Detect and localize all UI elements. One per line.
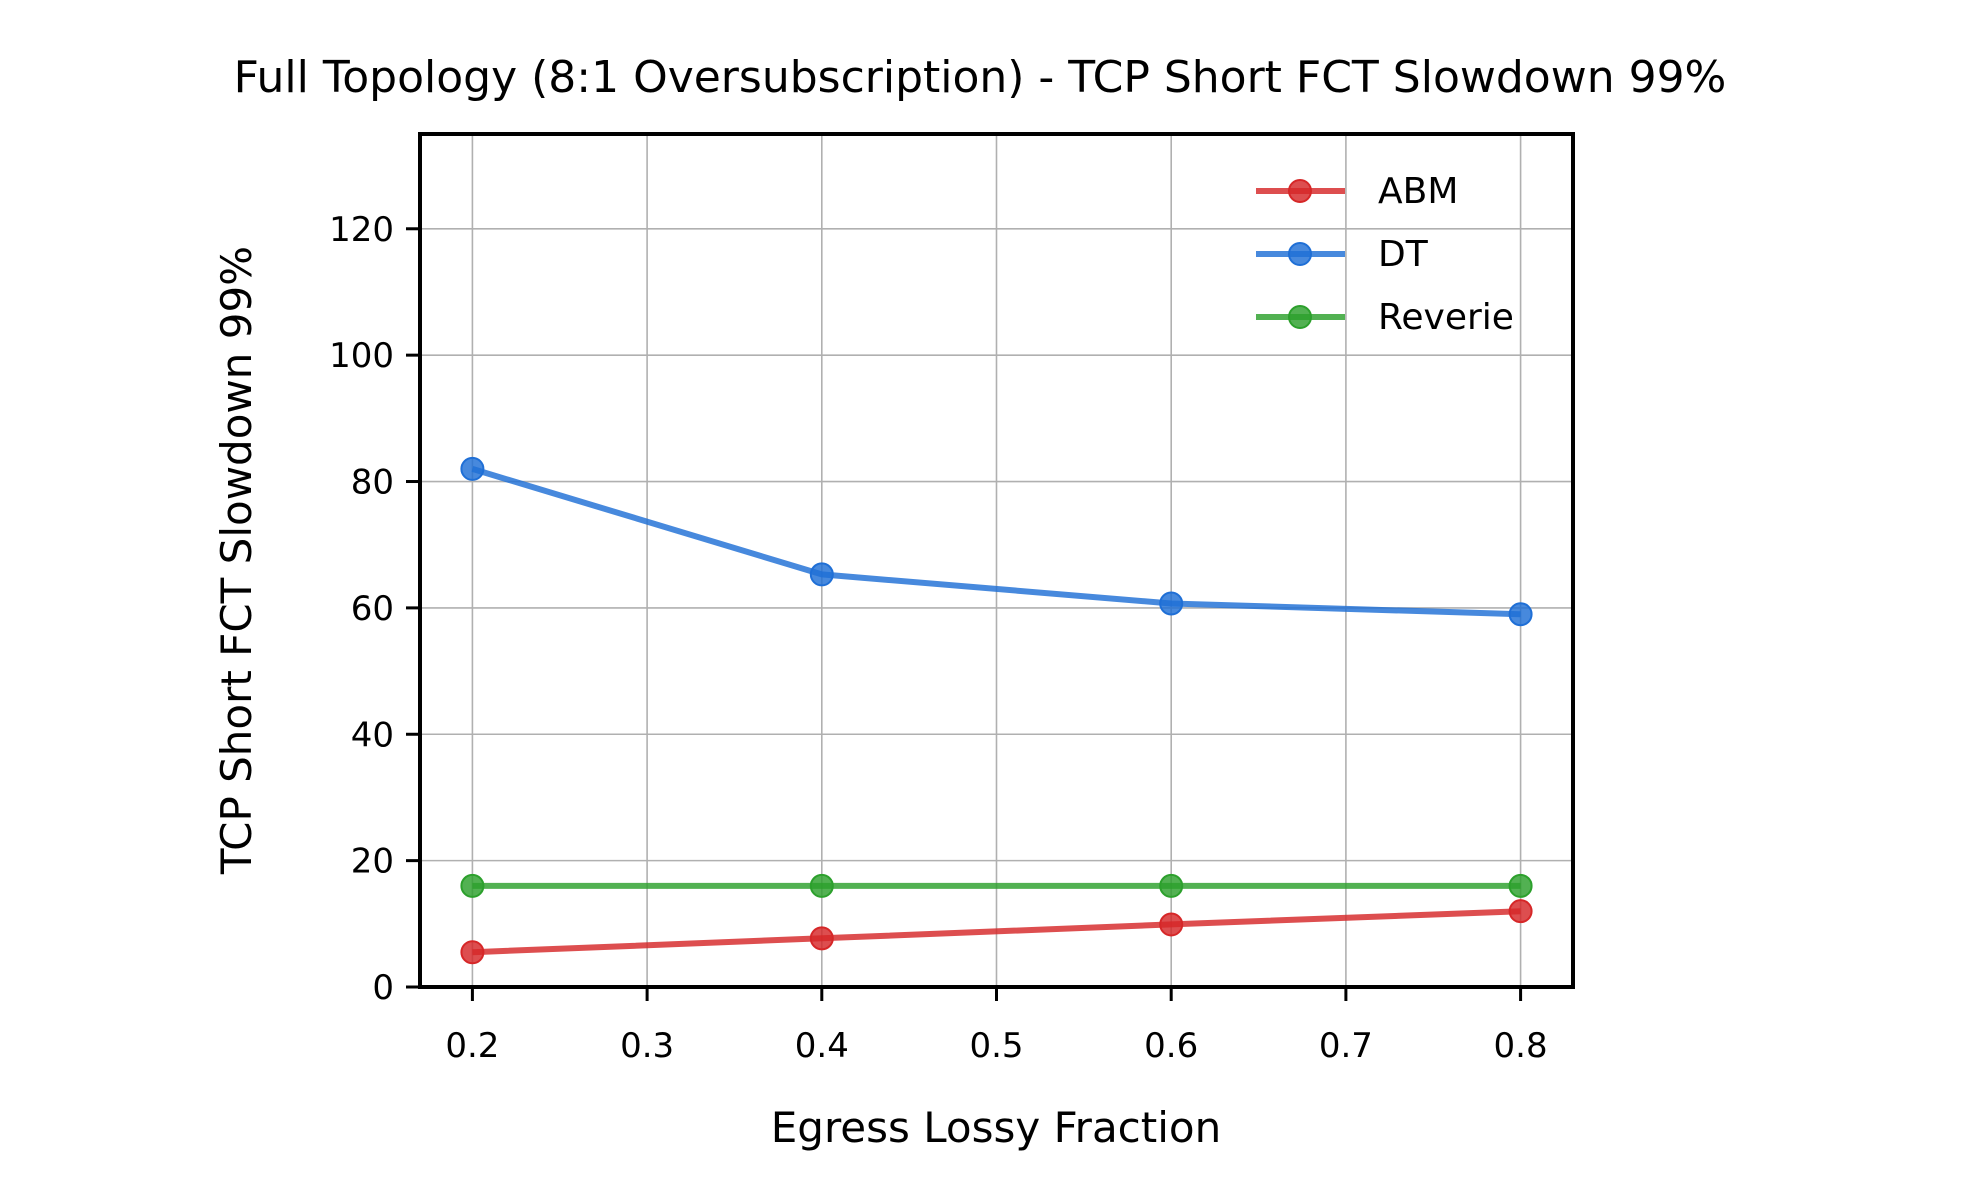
legend-label-reverie: Reverie: [1378, 297, 1514, 338]
data-point-reverie: [1508, 873, 1533, 898]
y-tick-label: 120: [329, 210, 394, 250]
data-point-reverie: [460, 873, 485, 898]
data-point-dt: [1159, 591, 1184, 616]
x-tick-label: 0.2: [445, 1026, 499, 1066]
series-line-abm: [472, 908, 1521, 956]
y-tick-label: 20: [351, 842, 394, 882]
y-tick-label: 0: [372, 968, 394, 1008]
x-axis-label: Egress Lossy Fraction: [771, 1103, 1221, 1152]
legend-label-dt: DT: [1378, 234, 1429, 275]
data-point-dt: [460, 456, 485, 481]
x-tick-label: 0.7: [1319, 1026, 1373, 1066]
data-point-abm: [809, 926, 834, 951]
y-tick-label: 80: [351, 463, 394, 503]
data-point-reverie: [1159, 873, 1184, 898]
data-point-dt: [809, 562, 834, 587]
x-tick-label: 0.5: [969, 1026, 1023, 1066]
data-point-dt: [1508, 602, 1533, 627]
chart-title: Full Topology (8:1 Oversubscription) - T…: [234, 52, 1727, 103]
y-tick-label: 100: [329, 336, 394, 376]
legend: ABM DT Reverie: [1256, 171, 1514, 338]
data-point-abm: [1159, 912, 1184, 937]
series-line-dt: [471, 466, 1521, 618]
y-axis-label: TCP Short FCT Slowdown 99%: [212, 246, 261, 875]
x-tick-label: 0.6: [1144, 1026, 1198, 1066]
legend-label-abm: ABM: [1378, 171, 1458, 212]
x-tick-label: 0.3: [620, 1026, 674, 1066]
x-tick-label: 0.4: [795, 1026, 849, 1066]
series-layer: [460, 456, 1533, 965]
y-tick-label: 60: [351, 589, 394, 629]
data-point-reverie: [809, 873, 834, 898]
y-tick-label: 40: [351, 715, 394, 755]
data-point-abm: [1508, 899, 1533, 924]
data-point-abm: [460, 940, 485, 965]
legend-marker-reverie: [1288, 305, 1312, 329]
legend-marker-dt: [1288, 242, 1312, 266]
legend-marker-abm: [1288, 179, 1312, 203]
axis-ticks: 0.2 0.3 0.4 0.5 0.6 0.7 0.8 0 20 40 60 80 100 120: [329, 210, 1548, 1066]
x-tick-label: 0.8: [1494, 1026, 1548, 1066]
grid-lines: [420, 134, 1573, 988]
